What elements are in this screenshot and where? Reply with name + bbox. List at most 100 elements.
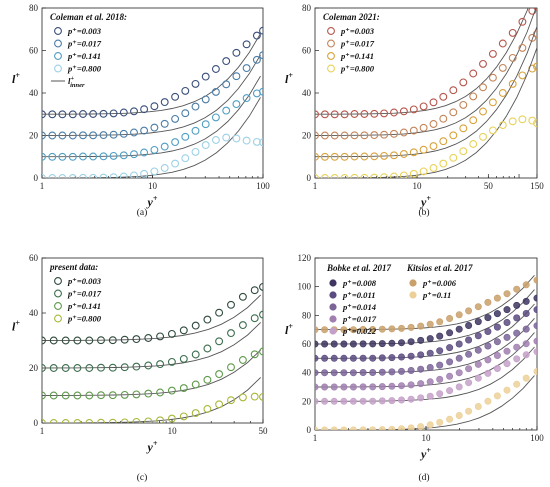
- data-point: [488, 49, 497, 58]
- data-point: [388, 368, 396, 376]
- data-point: [167, 329, 176, 338]
- data-point: [513, 285, 521, 293]
- data-point: [407, 352, 415, 360]
- legend-label: p⁺=0.141: [67, 51, 101, 61]
- data-point: [397, 324, 405, 332]
- reference-curve: [315, 346, 535, 402]
- data-point: [350, 131, 359, 140]
- data-point: [42, 391, 46, 400]
- data-point: [315, 426, 319, 430]
- y-tick-label: 40: [29, 88, 39, 98]
- data-point: [528, 116, 537, 125]
- data-point: [493, 392, 501, 400]
- data-point: [513, 301, 521, 309]
- data-point: [513, 329, 521, 337]
- legend-marker: [327, 39, 335, 48]
- data-point: [191, 409, 200, 418]
- data-point: [426, 378, 434, 386]
- panel-label: (c): [137, 472, 148, 483]
- data-point: [97, 336, 105, 345]
- legend-marker: [409, 279, 417, 287]
- plot-area: [315, 8, 537, 178]
- data-point: [330, 152, 339, 161]
- data-point: [99, 131, 108, 140]
- reference-curve: [315, 375, 535, 430]
- data-point: [474, 346, 482, 354]
- legend-title: Bobke et al. 2017: [326, 263, 391, 273]
- data-point: [498, 121, 507, 130]
- data-point: [191, 380, 200, 389]
- data-point: [58, 131, 67, 140]
- data-point: [446, 329, 454, 337]
- data-point: [79, 131, 87, 140]
- data-point: [484, 314, 492, 322]
- legend: present data: p⁺=0.003 p⁺=0.017 p⁺=0.141 p⁺=…: [49, 262, 102, 324]
- data-point: [436, 318, 444, 326]
- data-point: [49, 364, 58, 372]
- x-tick-label: 10: [168, 426, 178, 436]
- reference-curve: [315, 8, 537, 136]
- data-point: [469, 92, 478, 101]
- y-tick-label: 80: [29, 3, 39, 13]
- legend-marker: [329, 303, 337, 311]
- data-point: [528, 33, 537, 42]
- data-point: [191, 126, 200, 135]
- data-point: [503, 306, 511, 314]
- data-point: [369, 368, 377, 376]
- data-point: [340, 369, 348, 377]
- data-point: [455, 411, 463, 419]
- x-tick-label: 150: [530, 181, 544, 191]
- data-point: [407, 381, 415, 389]
- reference-curve: [42, 377, 262, 423]
- data-point: [390, 172, 398, 178]
- data-point: [238, 393, 247, 402]
- data-point: [349, 426, 357, 430]
- data-point: [49, 419, 58, 423]
- data-point: [474, 402, 482, 410]
- data-point: [85, 364, 94, 372]
- data-point: [508, 79, 517, 88]
- reference-curve: [42, 349, 262, 396]
- data-point: [49, 391, 58, 400]
- data-point: [179, 412, 188, 421]
- y-axis-label: l+: [12, 71, 20, 86]
- data-point: [474, 303, 482, 311]
- panel-label: (b): [418, 207, 429, 218]
- data-point: [493, 294, 501, 302]
- data-point: [238, 321, 247, 330]
- data-point: [459, 100, 468, 109]
- data-point: [250, 392, 259, 401]
- data-point: [479, 132, 487, 141]
- data-point: [378, 397, 386, 405]
- data-point: [49, 336, 58, 345]
- data-point: [522, 351, 530, 359]
- data-point: [360, 131, 369, 140]
- legend-label: p⁺=0.800: [340, 64, 375, 74]
- data-point: [109, 151, 118, 160]
- data-point: [73, 419, 82, 423]
- data-point: [150, 102, 159, 111]
- data-point: [340, 354, 348, 362]
- legend-marker: [329, 291, 337, 299]
- data-point: [315, 397, 319, 405]
- data-point: [191, 79, 200, 88]
- data-point: [369, 325, 377, 333]
- data-point: [320, 131, 329, 140]
- data-point: [388, 397, 396, 405]
- data-point: [518, 71, 527, 80]
- data-point: [398, 425, 405, 430]
- data-point: [42, 364, 46, 372]
- data-point: [330, 174, 339, 178]
- y-axis-label: l+: [285, 322, 293, 337]
- data-point: [533, 337, 537, 345]
- data-point: [484, 356, 492, 364]
- data-point: [417, 322, 425, 330]
- panel-label: (d): [418, 472, 429, 483]
- data-point: [397, 339, 405, 347]
- data-point: [533, 276, 537, 284]
- data-point: [513, 343, 521, 351]
- data-point: [390, 108, 398, 117]
- data-point: [222, 133, 231, 142]
- reference-curve: [315, 332, 535, 388]
